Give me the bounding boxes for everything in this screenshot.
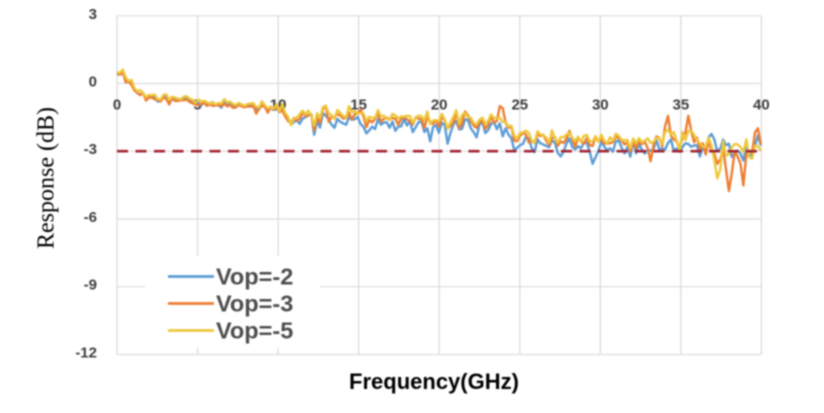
svg-text:-9: -9 (84, 277, 97, 294)
svg-text:0: 0 (89, 73, 97, 90)
svg-text:20: 20 (431, 96, 448, 113)
svg-text:Frequency(GHz): Frequency(GHz) (349, 369, 519, 394)
svg-text:Vop=-3: Vop=-3 (216, 291, 293, 317)
svg-text:15: 15 (350, 96, 367, 113)
svg-text:3: 3 (89, 6, 97, 23)
svg-text:30: 30 (592, 96, 609, 113)
svg-text:Response (dB): Response (dB) (34, 107, 60, 249)
svg-text:-3: -3 (84, 141, 97, 158)
svg-text:40: 40 (753, 96, 770, 113)
svg-text:25: 25 (511, 96, 528, 113)
svg-text:0: 0 (113, 96, 121, 113)
svg-text:Vop=-5: Vop=-5 (216, 318, 293, 344)
svg-text:Vop=-2: Vop=-2 (216, 264, 293, 290)
svg-text:-12: -12 (75, 344, 97, 361)
svg-text:-6: -6 (84, 209, 97, 226)
svg-text:35: 35 (673, 96, 690, 113)
